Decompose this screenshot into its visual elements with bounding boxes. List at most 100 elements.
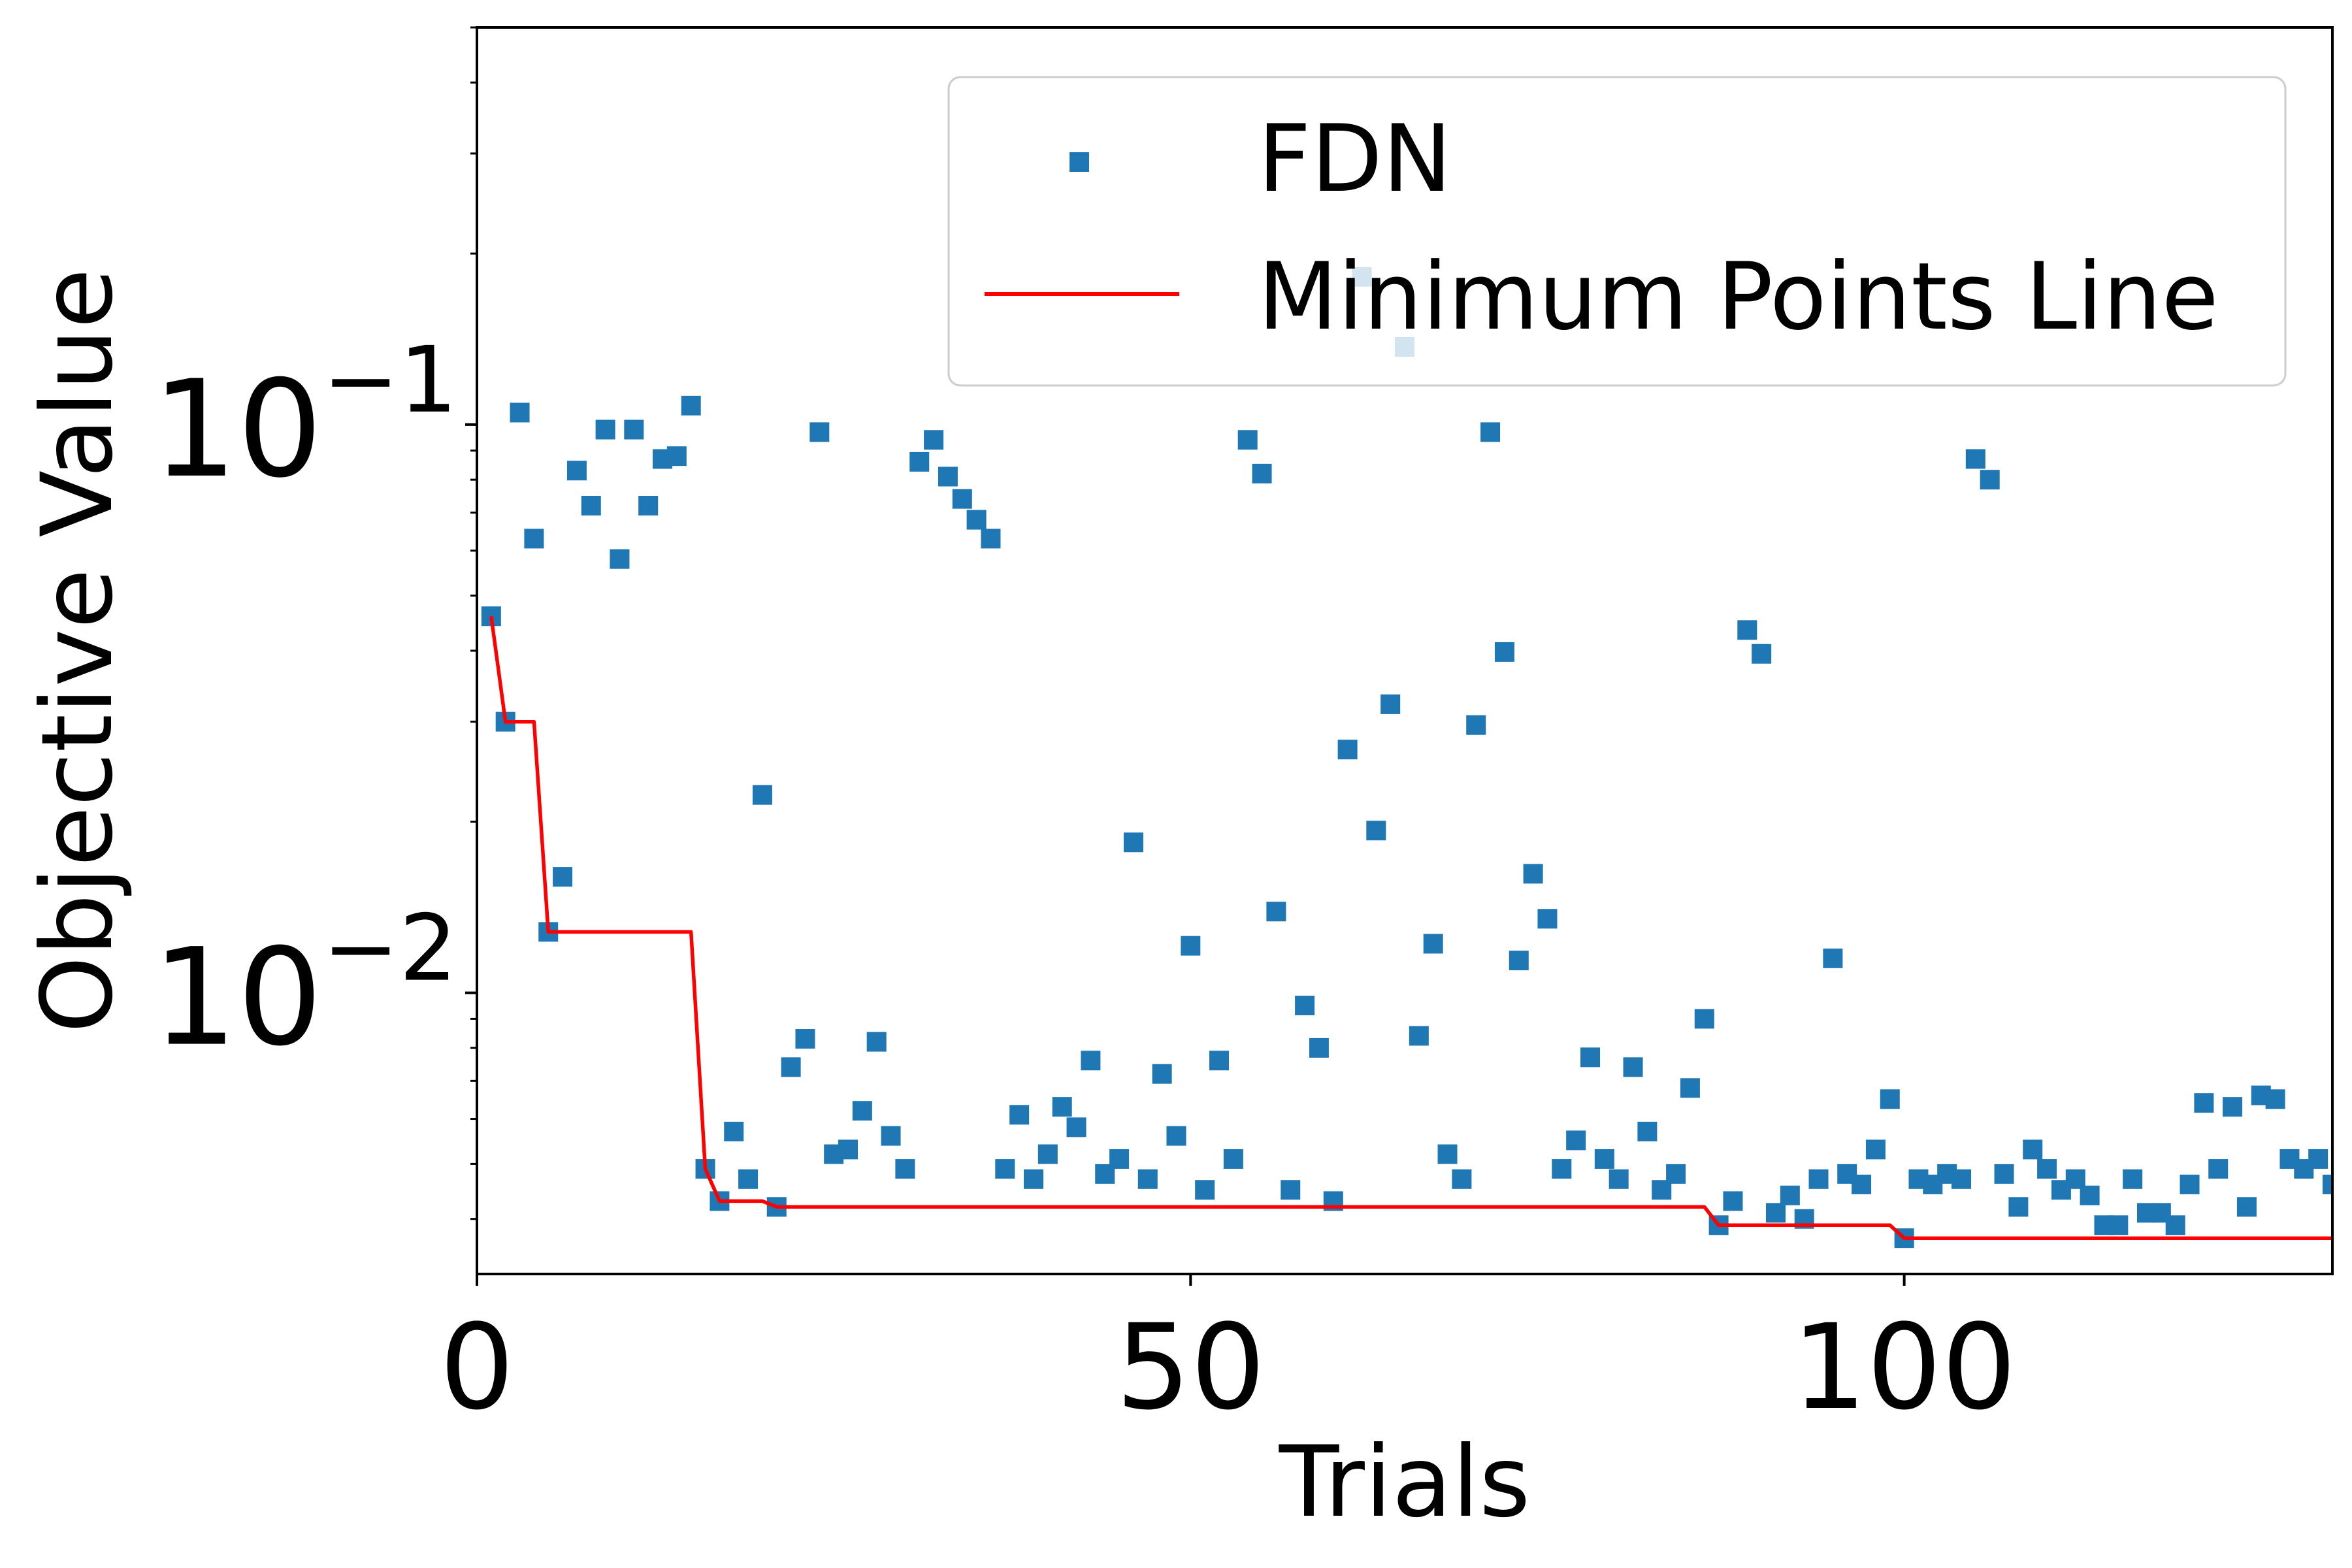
fdn-point (2108, 1215, 2129, 1235)
fdn-point (1423, 934, 1443, 954)
fdn-point (838, 1139, 858, 1160)
fdn-point (1723, 1191, 1743, 1211)
fdn-point (1965, 449, 1985, 469)
fdn-point (2236, 1197, 2257, 1217)
fdn-point (1494, 642, 1514, 662)
fdn-point (1680, 1078, 1700, 1098)
fdn-point (610, 549, 630, 569)
fdn-point (1052, 1097, 1072, 1117)
fdn-point (624, 419, 644, 440)
fdn-point (1994, 1164, 2014, 1184)
fdn-point (2223, 1097, 2243, 1117)
fdn-point (2308, 1149, 2328, 1169)
minimum-points-line (489, 615, 2332, 1240)
fdn-point (2194, 1093, 2214, 1113)
fdn-point (1466, 715, 1486, 735)
fdn-point (795, 1029, 815, 1049)
y-axis-label: Objective Value (21, 269, 135, 1034)
fdn-point (1152, 1064, 1172, 1084)
fdn-point (1865, 1139, 1886, 1160)
fdn-point (1281, 1180, 1301, 1200)
fdn-point (1509, 951, 1529, 971)
fdn-point (1480, 422, 1501, 442)
fdn-point (1594, 1149, 1614, 1169)
fdn-point (1252, 463, 1272, 483)
fdn-point (1808, 1169, 1829, 1189)
legend-line-label: Minimum Points Line (1258, 243, 2219, 351)
legend-fdn-marker (1070, 152, 1089, 172)
fdn-point (2208, 1159, 2229, 1179)
fdn-point (595, 419, 615, 440)
fdn-point (952, 489, 972, 509)
fdn-point (1137, 1169, 1158, 1189)
axis-labels: Trials Objective Value (21, 269, 1530, 1539)
fdn-point (2080, 1185, 2100, 1205)
fdn-point (2323, 1174, 2332, 1194)
fdn-point (1537, 909, 1558, 929)
fdn-point (1195, 1180, 1215, 1200)
fdn-point (866, 1032, 887, 1052)
fdn-point (938, 466, 958, 487)
fdn-point (1980, 470, 2000, 490)
fdn-point (553, 867, 573, 887)
fdn-point (1737, 620, 1757, 640)
fdn-point (1309, 1037, 1329, 1058)
fdn-point (1009, 1105, 1030, 1125)
fdn-point (2008, 1197, 2029, 1217)
fdn-point (2037, 1159, 2057, 1179)
fdn-point (1666, 1164, 1686, 1184)
fdn-point (1766, 1203, 1786, 1223)
fdn-point (1123, 832, 1143, 853)
legend-fdn-label: FDN (1258, 105, 1452, 213)
fdn-point (1566, 1130, 1586, 1151)
fdn-point (1237, 430, 1258, 450)
fdn-point (1823, 948, 1843, 968)
fdn-point (1637, 1121, 1658, 1141)
fdn-point (1037, 1144, 1058, 1164)
fdn-point (1752, 644, 1772, 664)
fdn-point (1166, 1126, 1186, 1146)
x-tick-label: 0 (440, 1299, 515, 1436)
fdn-point (724, 1121, 744, 1141)
fdn-point (2023, 1139, 2043, 1160)
fdn-point (781, 1057, 801, 1077)
fdn-point (1580, 1047, 1600, 1068)
legend: FDN Minimum Points Line (947, 76, 2287, 387)
fdn-point (1409, 1026, 1429, 1046)
y-tick-label: 10−1 (152, 327, 457, 508)
ticks: 0 50 100 10−2 10−1 (152, 26, 2016, 1436)
fdn-point (1952, 1169, 1971, 1189)
fdn-point (1109, 1149, 1130, 1169)
plot-marks (481, 267, 2332, 1249)
fdn-point (510, 402, 530, 423)
fdn-point (1780, 1185, 1800, 1205)
fdn-point (1609, 1169, 1629, 1189)
fdn-point (1223, 1149, 1243, 1169)
fdn-point (1081, 1051, 1101, 1071)
x-axis-label: Trials (1279, 1426, 1531, 1539)
fdn-point (966, 510, 987, 530)
fdn-point (1024, 1169, 1043, 1189)
fdn-point (1523, 864, 1543, 884)
fdn-point (566, 461, 587, 481)
fdn-point (1380, 694, 1401, 714)
fdn-point (924, 430, 944, 450)
fdn-point (895, 1159, 915, 1179)
fdn-point (638, 495, 659, 515)
fdn-point (738, 1169, 759, 1189)
fdn-point (981, 529, 1001, 549)
fdn-point (1623, 1057, 1643, 1077)
fdn-point (1366, 821, 1386, 841)
fdn-point (852, 1101, 872, 1121)
legend-box (947, 76, 2287, 387)
fdn-point (1295, 995, 1315, 1015)
plot-area (481, 267, 2332, 1249)
fdn-point (581, 495, 601, 515)
fdn-point (1852, 1174, 1872, 1194)
fdn-point (524, 529, 544, 549)
fdn-point (1880, 1089, 1900, 1109)
fdn-point (2265, 1089, 2285, 1109)
x-tick-label: 50 (1116, 1299, 1266, 1436)
fdn-point (1181, 936, 1201, 956)
fdn-point (1209, 1051, 1229, 1071)
